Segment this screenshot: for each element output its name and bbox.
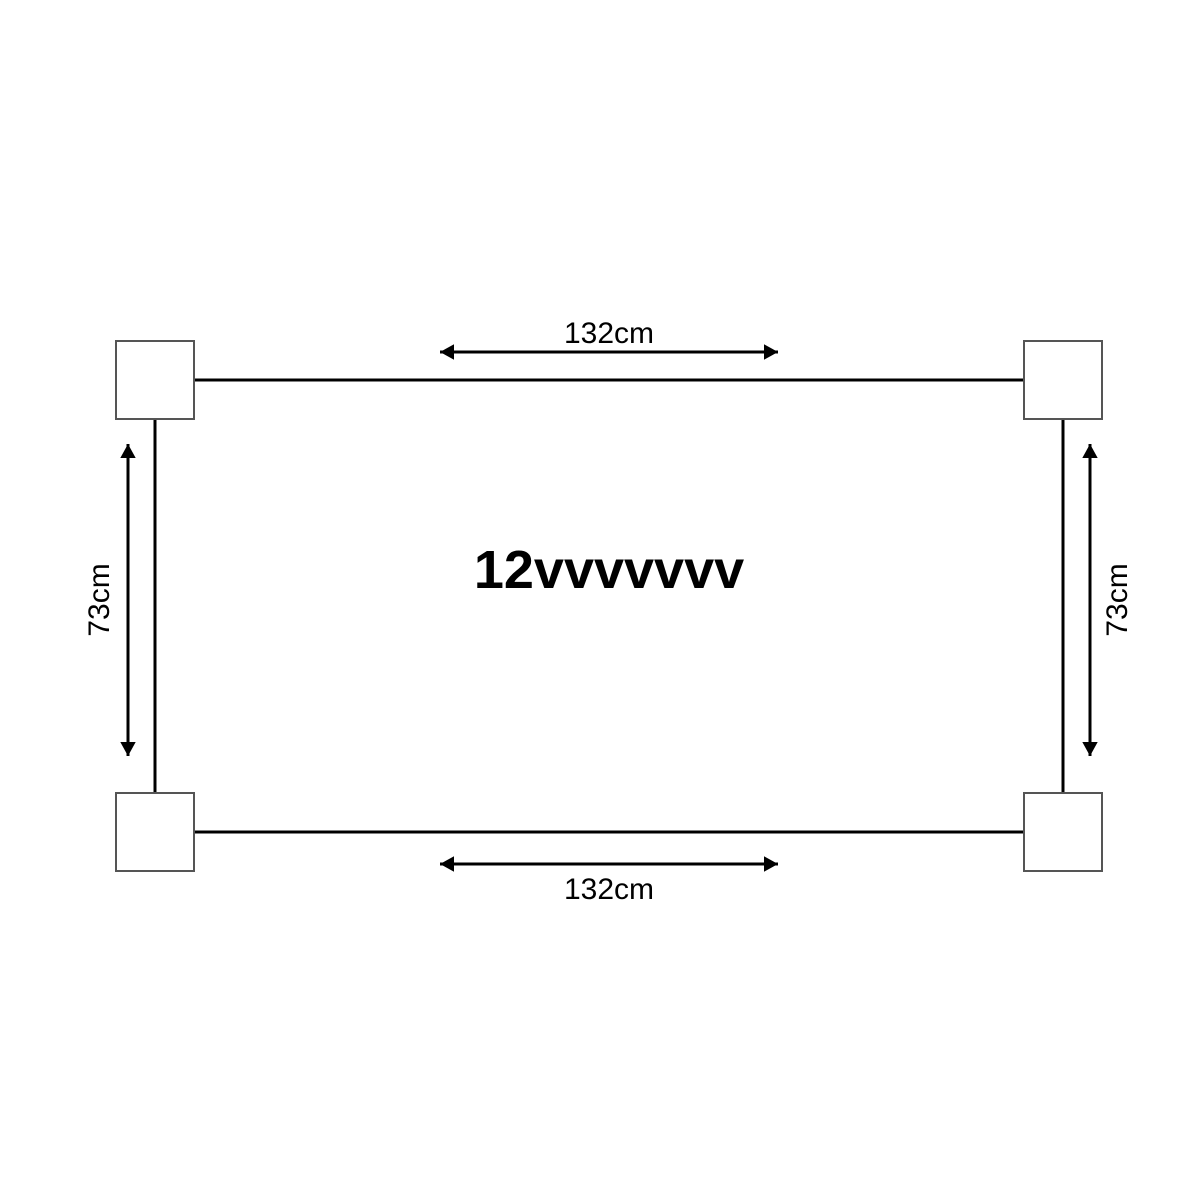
dimension-label-right: 73cm [1101,563,1135,636]
dimension-label-left: 73cm [83,563,117,636]
corner-square-top-right [1024,341,1102,419]
dimension-line-left-arrow-top [120,444,135,458]
dimension-line-bottom-arrow-left [440,856,454,871]
dimension-line-right-arrow-bottom [1082,742,1097,756]
dimension-line-top-arrow-left [440,344,454,359]
dimension-label-top: 132cm [564,317,654,351]
main-rectangle [155,380,1063,832]
dimension-line-top-arrow-right [764,344,778,359]
dimension-line-bottom-arrow-right [764,856,778,871]
corner-square-top-left [116,341,194,419]
dimension-label-bottom: 132cm [564,873,654,907]
center-text: 12vvvvvvv [474,539,744,601]
dimension-line-left-arrow-bottom [120,742,135,756]
corner-square-bottom-right [1024,793,1102,871]
diagram-canvas: 12vvvvvvv 132cm 132cm 73cm 73cm [0,0,1200,1200]
corner-square-bottom-left [116,793,194,871]
dimension-line-right-arrow-top [1082,444,1097,458]
